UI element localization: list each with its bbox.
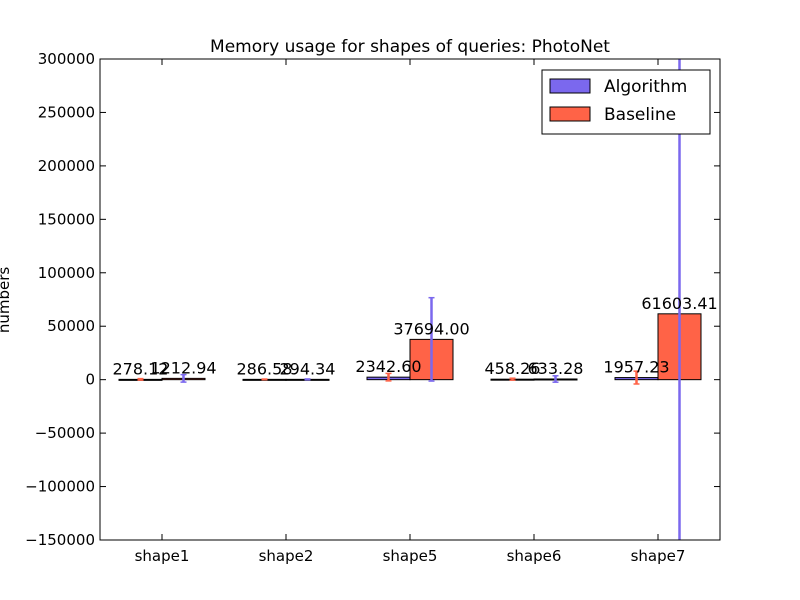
error-bar-algorithm-shape7 xyxy=(633,370,640,385)
legend-swatch-baseline xyxy=(549,106,591,122)
y-axis-label: numbers xyxy=(0,267,13,334)
x-tick-label: shape5 xyxy=(383,547,438,565)
y-tick-label: 150000 xyxy=(38,210,95,228)
y-tick-label: 50000 xyxy=(47,317,95,335)
error-bar-algorithm-shape1 xyxy=(137,377,144,381)
error-bar-baseline-shape5 xyxy=(428,296,435,382)
data-label-baseline-shape6: 633.28 xyxy=(528,359,584,378)
y-tick-label: 200000 xyxy=(38,157,95,175)
y-tick-label: 250000 xyxy=(38,103,95,121)
y-tick-label: −150000 xyxy=(25,531,95,549)
y-tick-label: −100000 xyxy=(25,478,95,496)
y-tick-label: 300000 xyxy=(38,50,95,68)
error-bar-algorithm-shape6 xyxy=(509,377,516,381)
x-tick-label: shape1 xyxy=(135,547,190,565)
y-tick-label: 0 xyxy=(85,371,95,389)
data-label-baseline-shape5: 37694.00 xyxy=(393,319,469,338)
legend-swatch-algorithm xyxy=(549,78,591,94)
plot-area: −150000 −100000 −50000 0 50000 100000 150000 20… xyxy=(25,50,720,565)
y-tick-label: 100000 xyxy=(38,264,95,282)
error-bar-baseline-shape2 xyxy=(304,378,311,381)
data-label-algorithm-shape1: 278.12 xyxy=(113,359,169,378)
x-tick-label: shape6 xyxy=(507,547,562,565)
error-bar-baseline-shape1 xyxy=(180,373,187,383)
error-bar-algorithm-shape5 xyxy=(385,372,392,382)
data-label-baseline-shape2: 294.34 xyxy=(280,359,336,378)
data-label-algorithm-shape7: 1957.23 xyxy=(603,358,669,377)
data-label-algorithm-shape2: 286.58 xyxy=(237,359,293,378)
data-label-algorithm-shape5: 2342.60 xyxy=(355,357,421,376)
error-bar-baseline-shape6 xyxy=(552,375,559,383)
data-label-algorithm-shape6: 458.26 xyxy=(485,359,541,378)
x-tick-label: shape2 xyxy=(259,547,314,565)
y-tick-label: −50000 xyxy=(35,424,95,442)
chart-title: Memory usage for shapes of queries: Phot… xyxy=(210,37,610,57)
legend-label-baseline: Baseline xyxy=(604,105,676,125)
legend: Algorithm Baseline xyxy=(541,69,711,135)
plot-frame xyxy=(99,58,721,541)
error-bar-algorithm-shape2 xyxy=(261,378,268,381)
data-label-baseline-shape7: 61603.41 xyxy=(641,294,717,313)
legend-label-algorithm: Algorithm xyxy=(604,77,687,97)
x-tick-label: shape7 xyxy=(631,547,686,565)
data-label-baseline-shape1: 1212.94 xyxy=(150,358,216,377)
